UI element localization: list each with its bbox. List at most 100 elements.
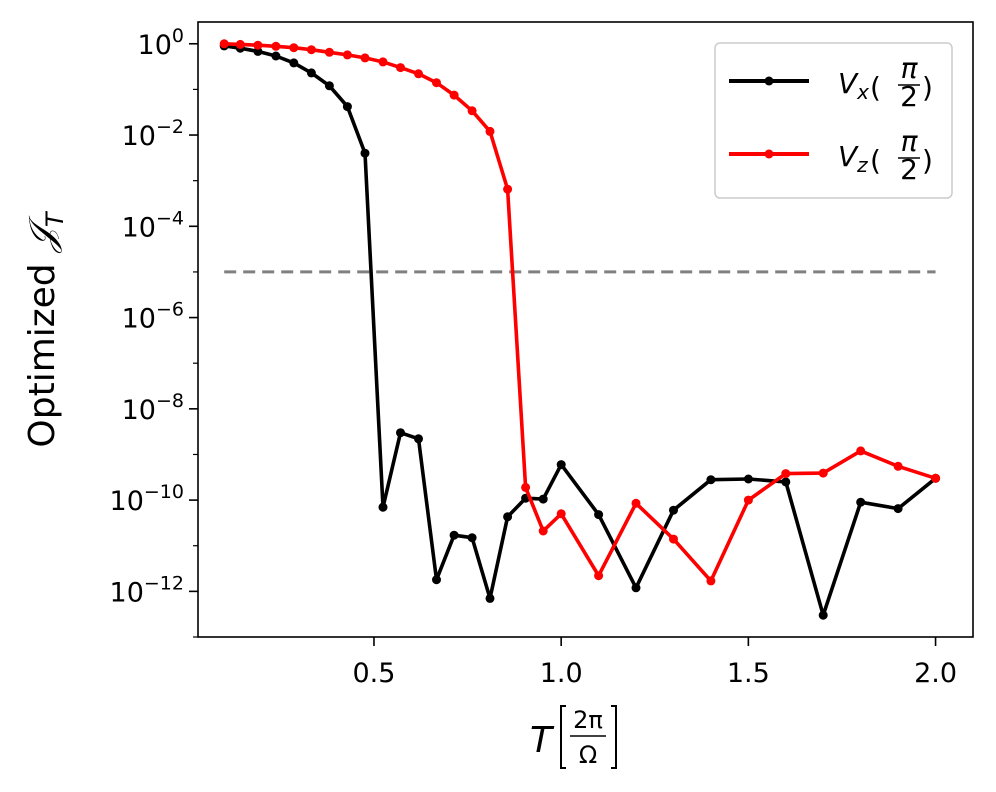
- data-point-z-13: [449, 90, 459, 100]
- ytick-label-1: 10−2: [122, 116, 184, 152]
- y-axis-label-text: Optimized: [22, 252, 63, 448]
- data-point-x-19: [556, 460, 566, 470]
- data-point-x-22: [669, 505, 678, 515]
- data-point-z-28: [893, 461, 903, 471]
- data-point-z-8: [360, 53, 370, 63]
- data-point-z-0: [219, 39, 229, 49]
- data-point-x-12: [432, 575, 441, 585]
- data-point-z-15: [485, 126, 495, 136]
- ytick-label-2: 10−4: [122, 207, 184, 243]
- data-point-x-28: [893, 504, 903, 514]
- data-point-x-4: [289, 58, 299, 68]
- y-axis-label-subscript: T: [41, 210, 69, 227]
- legend-marker-vz: [764, 149, 774, 159]
- data-point-z-22: [669, 534, 678, 544]
- data-point-z-2: [253, 40, 263, 50]
- data-point-x-7: [342, 102, 352, 112]
- data-point-x-27: [856, 497, 866, 507]
- data-point-x-21: [631, 583, 641, 593]
- x-axis-label: T 2π Ω: [530, 705, 617, 769]
- data-point-z-25: [781, 469, 791, 479]
- data-point-z-9: [378, 57, 388, 67]
- legend-label-vx-denominator: 2: [900, 80, 918, 113]
- data-point-x-23: [706, 475, 716, 485]
- x-axis-label-main: T: [530, 720, 555, 761]
- ytick-label-4: 10−8: [122, 390, 184, 426]
- plot-frame: [197, 21, 974, 638]
- data-point-z-16: [503, 184, 513, 194]
- data-point-z-19: [556, 509, 566, 519]
- data-point-z-11: [414, 69, 423, 79]
- series-z: [219, 39, 941, 586]
- legend-label-vx-main: V: [838, 67, 859, 100]
- data-point-z-12: [432, 78, 441, 88]
- x-axis-label-right-bracket: [611, 705, 617, 769]
- legend-label-vx-left-paren: (: [870, 71, 881, 104]
- legend-label-vz-left-paren: (: [870, 144, 881, 177]
- ytick-label-0: 100: [138, 25, 184, 61]
- legend-label-vx-numerator: π: [901, 52, 919, 85]
- legend-label-vz-main: V: [838, 140, 859, 173]
- data-point-z-20: [594, 571, 604, 581]
- data-point-z-18: [538, 526, 548, 536]
- data-point-z-26: [818, 468, 828, 478]
- data-point-z-27: [856, 446, 866, 456]
- data-point-x-15: [485, 593, 495, 603]
- data-point-x-2: [253, 46, 263, 56]
- xtick-label-3: 2.0: [914, 658, 957, 689]
- data-point-z-5: [306, 45, 316, 55]
- legend-label-vz-right-paren: ): [922, 144, 933, 177]
- data-point-x-18: [538, 494, 548, 504]
- data-point-x-11: [414, 434, 423, 444]
- x-axis-label-fraction-denominator: Ω: [579, 741, 597, 769]
- data-point-x-3: [271, 51, 281, 61]
- legend-entry-vz: Vz ( π 2 ): [729, 125, 933, 186]
- series-layer: [219, 39, 941, 620]
- data-point-x-14: [467, 533, 477, 543]
- data-point-x-25: [781, 477, 791, 487]
- xtick-label-1: 1.0: [540, 658, 583, 689]
- data-point-z-3: [271, 41, 281, 51]
- data-point-x-9: [378, 502, 388, 512]
- svg-text:Vx: Vx: [838, 67, 869, 104]
- ytick-label-6: 10−12: [110, 572, 184, 608]
- x-axis-label-fraction-numerator: 2π: [573, 706, 603, 734]
- svg-text:Optimized 𝒥T: Optimized 𝒥T: [22, 210, 69, 448]
- legend: Vx ( π 2 ) Vz ( π 2 ): [714, 42, 953, 199]
- data-point-x-8: [360, 148, 370, 158]
- xtick-label-2: 1.5: [727, 658, 770, 689]
- data-point-x-13: [449, 530, 459, 540]
- legend-label-vx-sub: x: [856, 80, 869, 104]
- data-point-x-10: [396, 428, 405, 438]
- ytick-label-3: 10−6: [122, 299, 184, 335]
- legend-label-vz-numerator: π: [901, 125, 919, 158]
- legend-label-vz-sub: z: [856, 153, 868, 177]
- y-axis-ticks: 100 10−2 10−4 10−6 10−8 10−10 10−12: [110, 25, 198, 638]
- legend-entry-vx: Vx ( π 2 ): [729, 52, 933, 113]
- y-axis-label: Optimized 𝒥T: [22, 210, 69, 448]
- legend-label-vx-right-paren: ): [922, 71, 933, 104]
- data-point-z-4: [289, 43, 299, 53]
- data-point-z-17: [521, 482, 531, 492]
- data-point-x-20: [594, 510, 604, 520]
- data-point-z-1: [235, 39, 245, 49]
- x-axis-ticks: 0.5 1.0 1.5 2.0: [352, 637, 957, 689]
- data-point-z-29: [931, 473, 941, 483]
- x-axis-label-left-bracket: [560, 705, 566, 769]
- data-point-z-14: [467, 106, 477, 116]
- data-point-x-6: [324, 81, 334, 91]
- data-point-x-5: [306, 68, 316, 78]
- xtick-label-0: 0.5: [352, 658, 395, 689]
- data-point-z-7: [342, 50, 352, 60]
- data-point-z-21: [631, 498, 641, 508]
- data-point-z-6: [324, 47, 334, 57]
- legend-label-vz-denominator: 2: [900, 153, 918, 186]
- data-point-z-24: [743, 495, 753, 505]
- legend-marker-vx: [764, 76, 774, 86]
- data-point-x-26: [818, 610, 828, 620]
- data-point-z-10: [396, 63, 405, 73]
- data-point-x-24: [743, 474, 753, 484]
- ytick-label-5: 10−10: [110, 481, 184, 517]
- data-point-x-16: [503, 512, 513, 522]
